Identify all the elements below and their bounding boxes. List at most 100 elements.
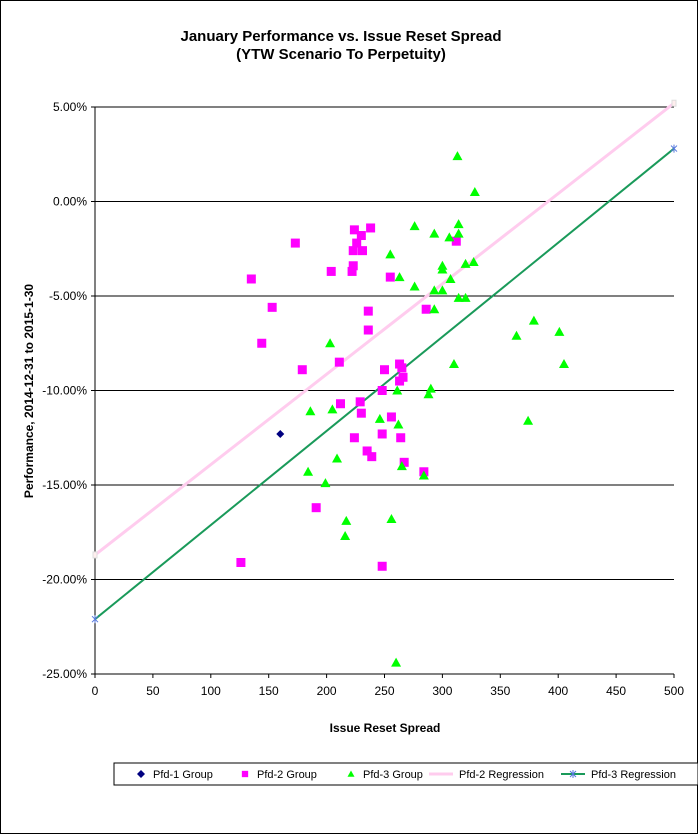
legend-item: Pfd-1 Group (137, 769, 213, 781)
data-point-pfd-2-group (377, 561, 387, 571)
data-point-pfd-3-group (394, 272, 405, 282)
data-point-pfd-2-group (267, 302, 277, 312)
data-point-pfd-3-group (391, 657, 402, 667)
data-point-pfd-2-group (236, 557, 246, 567)
data-point-pfd-3-group (437, 285, 448, 295)
data-point-pfd-2-group (421, 304, 431, 314)
data-point-pfd-2-group (290, 238, 300, 248)
y-axis-label: Performance, 2014-12-31 to 2015-1-30 (22, 284, 36, 498)
data-point-pfd-2-group (386, 412, 396, 422)
regression-endpoint (91, 615, 99, 624)
data-point-pfd-3-group (385, 249, 396, 259)
data-point-pfd-2-group (334, 357, 344, 367)
data-point-pfd-2-group (398, 372, 408, 382)
data-point-pfd-3-group (444, 232, 455, 242)
regression-line-pfd-2 (94, 102, 675, 557)
legend-label: Pfd-3 Regression (591, 769, 676, 781)
data-point-pfd-2-group (397, 363, 407, 373)
data-point-pfd-3-group (558, 359, 569, 369)
x-axis-label: Issue Reset Spread (330, 721, 441, 735)
data-point-pfd-3-group (429, 228, 440, 238)
legend-marker (241, 770, 249, 778)
x-tick-label: 500 (664, 684, 684, 698)
star-marker (569, 770, 577, 778)
legend-label: Pfd-1 Group (153, 769, 213, 781)
data-point-pfd-3-group (437, 260, 448, 270)
legend-label: Pfd-3 Group (363, 769, 423, 781)
star-marker (91, 615, 99, 624)
data-point-pfd-3-group (460, 292, 471, 302)
data-point-pfd-3-group (468, 256, 479, 266)
data-point-pfd-2-group (335, 399, 345, 409)
data-point-pfd-3-group (511, 330, 522, 340)
regression-endpoint (671, 99, 677, 107)
data-point-pfd-3-group (409, 221, 420, 231)
x-tick-label: 150 (259, 684, 279, 698)
data-point-pfd-2-group (377, 386, 387, 395)
data-point-pfd-2-group (363, 325, 373, 335)
data-point-pfd-2-group (362, 446, 372, 456)
data-point-pfd-3-group (453, 228, 464, 238)
data-point-pfd-2-group (348, 246, 358, 256)
data-point-pfd-3-group (393, 419, 404, 429)
data-point-pfd-3-group (453, 219, 464, 229)
x-tick-label: 400 (548, 684, 568, 698)
x-tick-label: 300 (432, 684, 452, 698)
data-point-pfd-3-group (392, 385, 403, 395)
data-point-pfd-2-group (396, 433, 406, 443)
data-point-pfd-3-group (327, 404, 338, 414)
data-point-pfd-3-group (448, 359, 459, 369)
y-tick-label: -5.00% (49, 289, 87, 303)
data-point-pfd-2-group (347, 266, 357, 276)
data-point-pfd-2-group (356, 231, 366, 241)
data-point-pfd-2-group (385, 272, 395, 282)
data-point-pfd-2-group (377, 429, 387, 439)
legend-box (113, 762, 698, 786)
data-point-pfd-3-group (429, 304, 440, 314)
data-point-pfd-2-group (357, 246, 367, 256)
y-tick-label: 0.00% (53, 195, 87, 209)
data-point-pfd-3-group (523, 415, 534, 425)
legend-marker (569, 770, 577, 778)
data-point-pfd-2-group (399, 457, 409, 467)
y-tick-label: 5.00% (53, 100, 87, 114)
chart-subtitle: (YTW Scenario To Perpetuity) (236, 46, 446, 63)
data-point-pfd-2-group (297, 365, 307, 375)
data-point-pfd-3-group (409, 281, 420, 291)
data-point-pfd-3-group (418, 470, 429, 480)
data-point-pfd-3-group (386, 514, 397, 524)
data-point-pfd-3-group (423, 389, 434, 399)
data-point-pfd-3-group (554, 326, 565, 336)
data-point-pfd-2-group (348, 261, 358, 271)
data-point-pfd-2-group (349, 433, 359, 443)
data-point-pfd-3-group (332, 453, 343, 463)
data-point-pfd-2-group (311, 503, 321, 513)
data-point-pfd-3-group (469, 187, 480, 197)
regression-endpoint (670, 144, 678, 153)
legend-item: Pfd-3 Regression (561, 769, 676, 781)
data-point-pfd-3-group (453, 292, 464, 302)
x-tick-label: 450 (606, 684, 626, 698)
data-point-pfd-3-group (325, 338, 336, 348)
legend-item: Pfd-2 Regression (429, 769, 544, 781)
data-point-pfd-2-group (367, 452, 377, 462)
x-tick-label: 50 (146, 684, 160, 698)
data-point-pfd-3-group (528, 315, 539, 325)
data-point-pfd-2-group (352, 238, 362, 248)
x-tick-label: 200 (317, 684, 337, 698)
x-tick-label: 100 (201, 684, 221, 698)
data-point-pfd-2-group (246, 274, 256, 284)
data-point-pfd-3-group (445, 273, 456, 283)
chart-title: January Performance vs. Issue Reset Spre… (181, 28, 502, 45)
data-point-pfd-3-group (452, 151, 463, 161)
data-point-pfd-3-group (374, 413, 385, 423)
legend-label: Pfd-2 Regression (459, 769, 544, 781)
regression-line-pfd-3 (94, 147, 675, 620)
data-point-pfd-2-group (356, 408, 366, 418)
y-tick-label: -15.00% (42, 478, 87, 492)
regression-endpoint (92, 551, 98, 559)
y-tick-label: -20.00% (42, 573, 87, 587)
data-point-pfd-3-group (303, 466, 314, 476)
data-point-pfd-3-group (425, 383, 436, 393)
